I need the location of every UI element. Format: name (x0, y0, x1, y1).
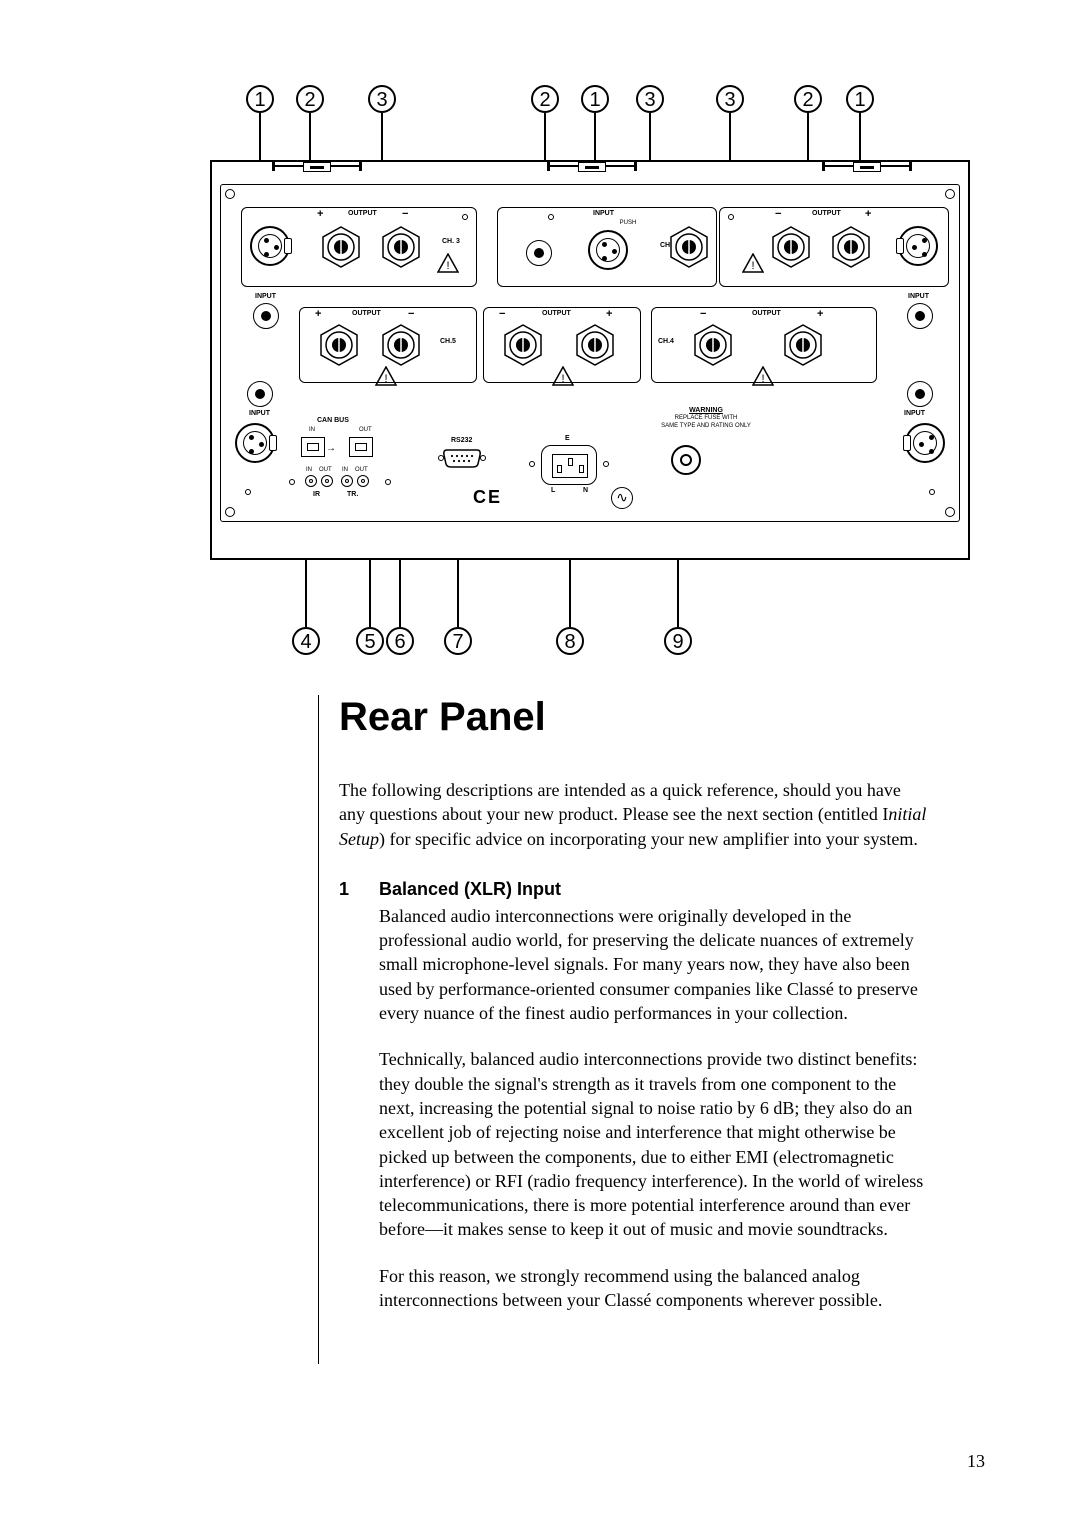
xlr-input-ch5 (235, 423, 275, 463)
section-1-heading: 1 Balanced (XLR) Input (339, 879, 928, 900)
section-1-p2: Technically, balanced audio interconnect… (379, 1047, 928, 1241)
callout-2c: 2 (794, 85, 822, 113)
can-bus-in (301, 437, 325, 457)
ir-out-jack (321, 475, 333, 487)
callout-9: 9 (664, 627, 692, 655)
xlr-input-ch2 (898, 226, 938, 266)
speaker-out-ch2-neg (770, 226, 812, 268)
tr-in-jack (341, 475, 353, 487)
page-title: Rear Panel (339, 695, 928, 740)
fuse-holder (671, 445, 701, 475)
ir-in-jack (305, 475, 317, 487)
intro-paragraph: The following descriptions are intended … (339, 778, 928, 851)
ac-symbol: ∿ (611, 487, 633, 509)
speaker-out-ch3-neg (380, 226, 422, 268)
callout-5: 5 (356, 627, 384, 655)
callout-2b: 2 (531, 85, 559, 113)
callout-2: 2 (296, 85, 324, 113)
callout-3c: 3 (716, 85, 744, 113)
channel-3-group: ! + − OUTPUT CH. 3 (241, 207, 477, 287)
rca-input-ch4 (907, 381, 933, 407)
speaker-out-ch1 (668, 226, 710, 268)
tr-out-jack (357, 475, 369, 487)
rca-input-ch5 (247, 381, 273, 407)
callout-7: 7 (444, 627, 472, 655)
callout-1: 1 (246, 85, 274, 113)
rca-input-ch1 (526, 240, 552, 266)
svg-text:!: ! (751, 260, 754, 272)
rear-panel-diagram: 1 2 3 2 1 3 3 2 1 4 5 6 (160, 85, 1010, 655)
rca-input-ch2 (907, 303, 933, 329)
channel-1-group: INPUT PUSH CH.1 (497, 207, 717, 287)
section-1-p1: Balanced audio interconnections were ori… (379, 904, 928, 1025)
arrow-icon: → (326, 443, 336, 454)
xlr-input-ch3 (250, 226, 290, 266)
svg-text:!: ! (446, 260, 449, 272)
center-lower-group: ! − + OUTPUT (483, 307, 641, 383)
channel-4-group: CH.4 ! − + OUTPUT (651, 307, 877, 383)
rca-input-ch3 (253, 303, 279, 329)
svg-text:!: ! (761, 373, 764, 385)
callout-1b: 1 (581, 85, 609, 113)
section-1-p3: For this reason, we strongly recommend u… (379, 1264, 928, 1313)
callout-8: 8 (556, 627, 584, 655)
xlr-input-ch4 (905, 423, 945, 463)
speaker-out-ch3-pos (320, 226, 362, 268)
channel-5-group: ! + − OUTPUT CH.5 (299, 307, 477, 383)
page-number: 13 (967, 1451, 985, 1472)
svg-text:!: ! (561, 373, 564, 385)
text-column: Rear Panel The following descriptions ar… (318, 695, 928, 1364)
rear-panel-chassis: ! + − OUTPUT CH. 3 INPUT INPUT PUSH (210, 160, 970, 560)
callout-3b: 3 (636, 85, 664, 113)
callout-1c: 1 (846, 85, 874, 113)
svg-text:!: ! (384, 373, 387, 385)
speaker-out-ch2-pos (830, 226, 872, 268)
callout-4: 4 (292, 627, 320, 655)
fuse-warning-text: WARNING REPLACE FUSE WITH SAME TYPE AND … (641, 407, 771, 430)
callout-3: 3 (368, 85, 396, 113)
channel-2-group: ! − + OUTPUT (719, 207, 949, 287)
ce-mark: CE (473, 487, 502, 508)
rs232-port (437, 447, 487, 469)
iec-power-inlet (541, 445, 597, 485)
callout-6: 6 (386, 627, 414, 655)
can-bus-out (349, 437, 373, 457)
xlr-input-ch1 (588, 230, 628, 270)
